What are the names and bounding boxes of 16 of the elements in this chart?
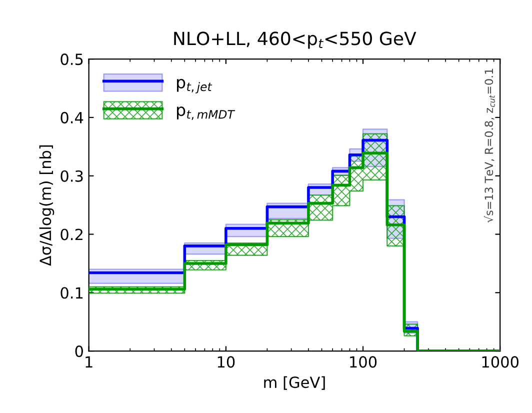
y-tick-label: 0.2 bbox=[60, 228, 82, 240]
y-tick-label: 0.1 bbox=[60, 287, 83, 299]
y-tick-label: 0 bbox=[75, 346, 83, 358]
x-axis-title: m [GeV] bbox=[264, 376, 325, 390]
y-axis-title: Δσ/Δlog(m) [nb] bbox=[39, 145, 54, 266]
y-tick-label: 0.3 bbox=[60, 170, 83, 182]
x-tick-label: 10 bbox=[218, 356, 235, 368]
x-tick-label: 1 bbox=[86, 356, 92, 368]
chart-title: NLO+LL, 460<p$_{t}$<550 GeV bbox=[174, 32, 416, 49]
y-tick-label: 0.5 bbox=[60, 54, 83, 66]
x-tick-label: 1000 bbox=[482, 356, 519, 368]
legend-label: p$_{t,mMDT}$ bbox=[177, 106, 236, 120]
y-tick-label: 0.4 bbox=[60, 112, 84, 124]
x-tick-label: 100 bbox=[350, 356, 377, 368]
legend-label: p$_{t,jet}$ bbox=[177, 78, 212, 94]
annotation: √s=13 TeV, R=0.8, z$_{cut}$=0.1 bbox=[484, 68, 495, 223]
